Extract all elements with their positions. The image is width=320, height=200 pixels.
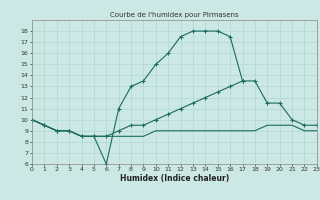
Title: Courbe de l'humidex pour Pirmasens: Courbe de l'humidex pour Pirmasens: [110, 12, 239, 18]
X-axis label: Humidex (Indice chaleur): Humidex (Indice chaleur): [120, 174, 229, 183]
